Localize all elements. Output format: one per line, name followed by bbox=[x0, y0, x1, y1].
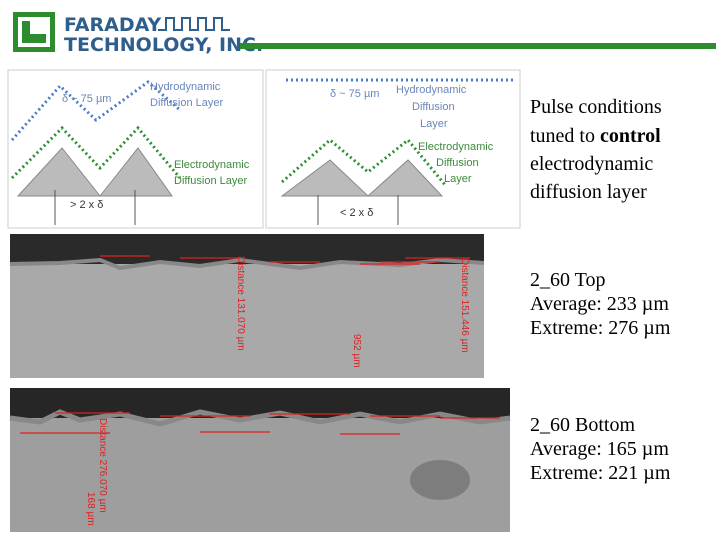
caption-text: tuned to bbox=[530, 125, 600, 147]
caption: diffusion layer bbox=[530, 181, 647, 203]
logo-text: FARADAY bbox=[64, 14, 161, 36]
hydro-label: Diffusion bbox=[412, 101, 455, 113]
hydro-label: Hydrodynamic bbox=[150, 81, 221, 93]
header-rule bbox=[240, 43, 716, 49]
caption: electrodynamic bbox=[530, 153, 653, 175]
hydro-label: Diffusion Layer bbox=[150, 97, 224, 109]
diagram-frame bbox=[265, 69, 521, 229]
annotation: Distance 151.446 µm bbox=[459, 258, 470, 353]
sample-extreme: Extreme: 276 µm bbox=[530, 317, 671, 339]
electro-label: Electrodynamic bbox=[174, 159, 250, 171]
electro-label: Diffusion Layer bbox=[174, 175, 248, 187]
caption: tuned to control bbox=[530, 125, 661, 147]
sample-extreme: Extreme: 221 µm bbox=[530, 462, 671, 484]
hydro-label: Layer bbox=[420, 118, 448, 130]
annotation: 168 µm bbox=[85, 492, 96, 526]
sample-average: Average: 165 µm bbox=[530, 438, 669, 460]
hydro-label: Hydrodynamic bbox=[396, 84, 467, 96]
annotation: Distance 131.070 µm bbox=[235, 256, 246, 351]
logo-text: TECHNOLOGY, INC. bbox=[64, 34, 263, 56]
electro-label: Layer bbox=[444, 173, 472, 185]
micrograph bbox=[9, 388, 511, 532]
annotation: Distance 276.070 µm bbox=[97, 418, 108, 513]
annotation: 952 µm bbox=[351, 334, 362, 368]
sample-title: 2_60 Top bbox=[530, 269, 605, 291]
electro-label: Diffusion bbox=[436, 157, 479, 169]
micrograph bbox=[9, 234, 485, 378]
spacing-label: > 2 x δ bbox=[70, 199, 103, 211]
caption-bold: control bbox=[600, 125, 661, 147]
diagram-art bbox=[10, 78, 516, 225]
delta-label: δ ~ 75 µm bbox=[62, 93, 111, 105]
logo bbox=[13, 12, 230, 52]
delta-label: δ ~ 75 µm bbox=[330, 88, 379, 100]
sample-title: 2_60 Bottom bbox=[530, 414, 635, 436]
electro-label: Electrodynamic bbox=[418, 141, 494, 153]
caption: Pulse conditions bbox=[530, 96, 662, 118]
sample-average: Average: 233 µm bbox=[530, 293, 669, 315]
spacing-label: < 2 x δ bbox=[340, 207, 373, 219]
